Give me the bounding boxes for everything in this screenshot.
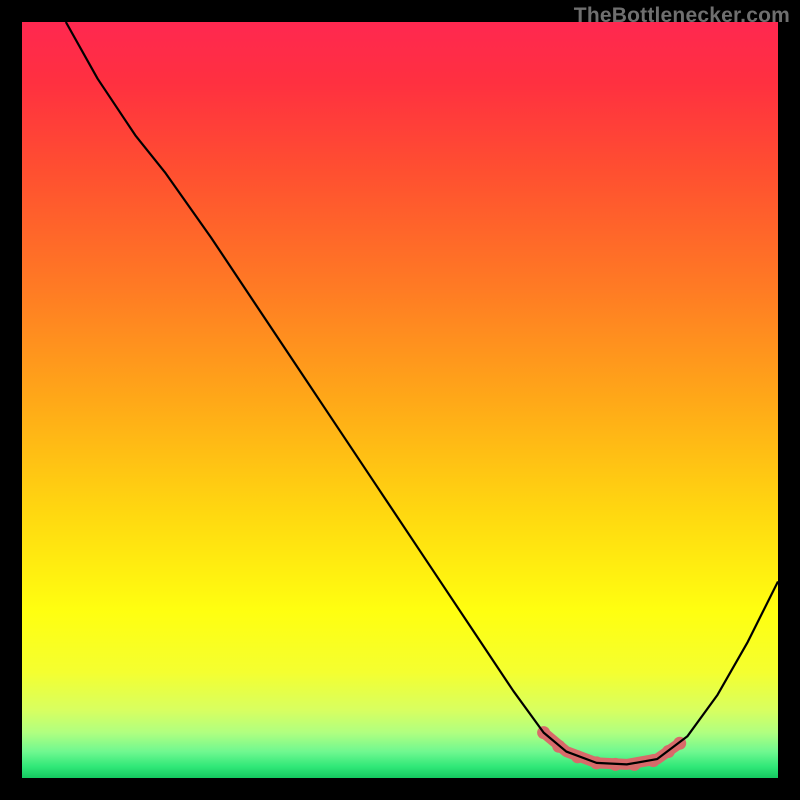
plot-area xyxy=(22,22,778,778)
plot-svg xyxy=(22,22,778,778)
chart-frame: TheBottlenecker.com xyxy=(0,0,800,800)
